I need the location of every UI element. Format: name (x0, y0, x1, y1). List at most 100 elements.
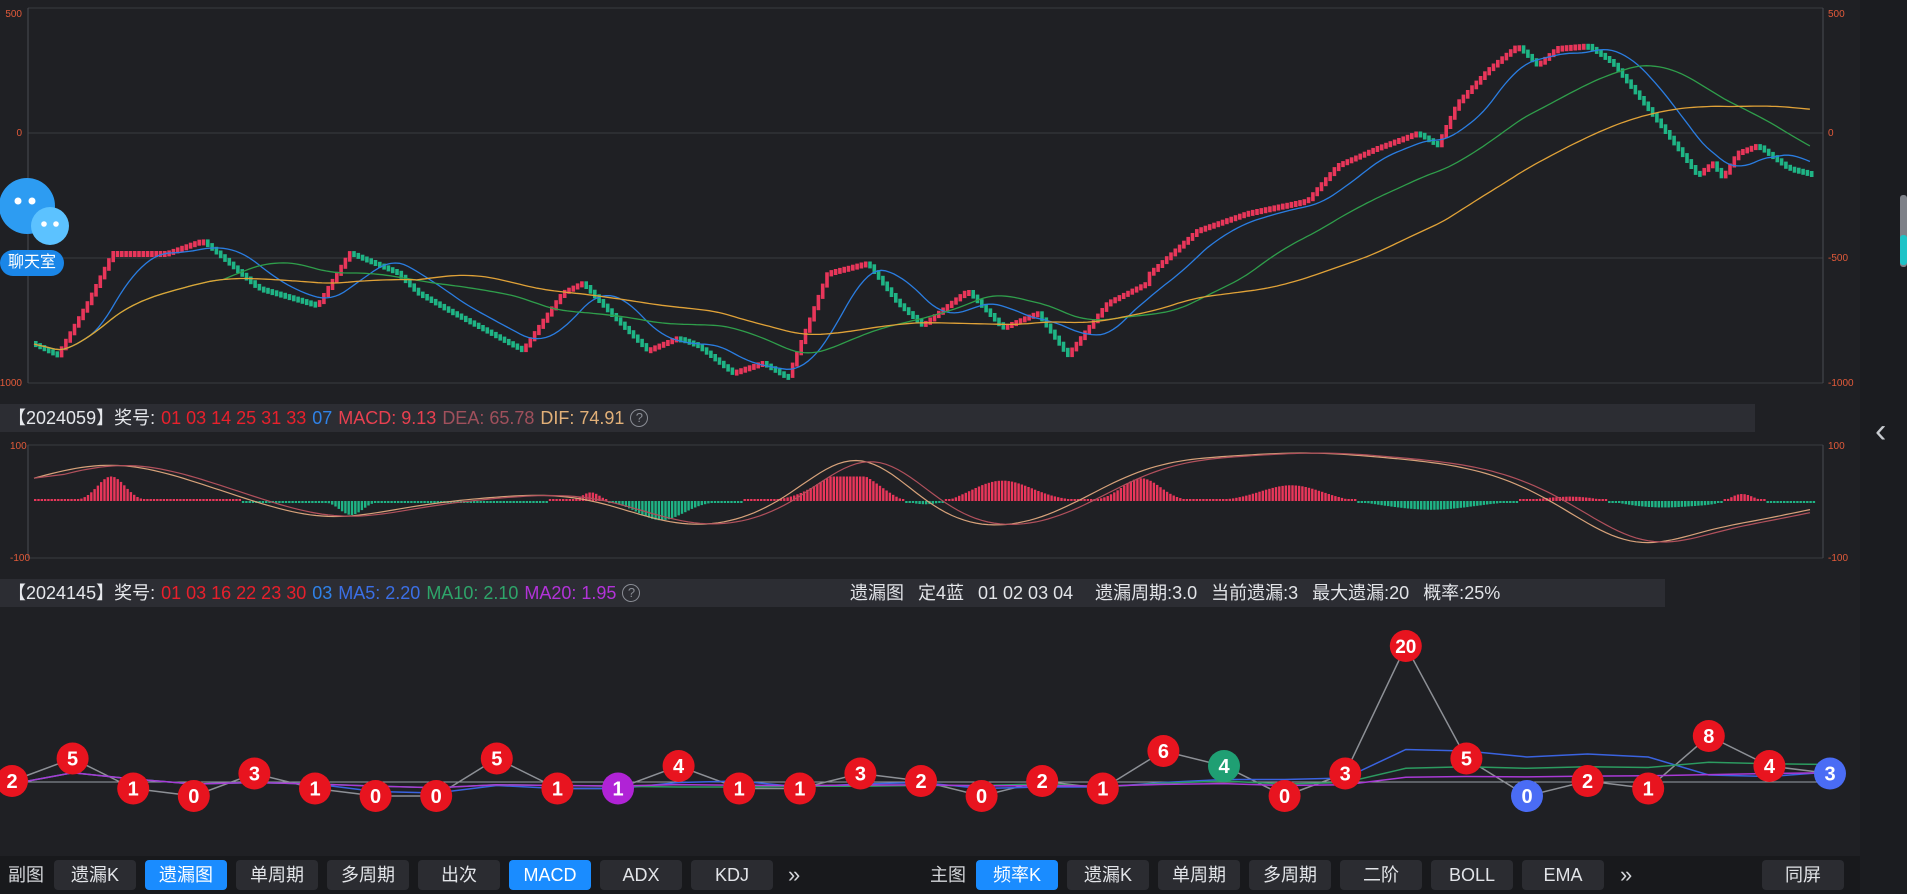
macd-hist-bar (1235, 497, 1238, 501)
k-bar (1311, 192, 1315, 202)
main-button-multi-period[interactable]: 多周期 (1249, 860, 1331, 890)
macd-hist-bar (499, 501, 502, 503)
k-bar (1702, 167, 1706, 176)
macd-hist-bar (67, 499, 70, 501)
k-bar (782, 371, 786, 378)
k-bar (1397, 138, 1401, 144)
main-more-icon[interactable]: » (1620, 862, 1633, 887)
k-bar (1453, 106, 1457, 120)
miss-node (662, 750, 695, 782)
miss-node-label: 0 (1521, 786, 1532, 808)
k-bar (171, 248, 176, 255)
main-button-boll[interactable]: BOLL (1431, 860, 1513, 890)
chat-room-label[interactable]: 聊天室 (0, 250, 64, 276)
k-bar (72, 323, 77, 336)
macd-hist-bar (1037, 491, 1040, 501)
macd-hist-bar (862, 476, 865, 501)
macd-hist-bar (756, 499, 760, 501)
k-bar (842, 266, 846, 273)
macd-hist-bar (684, 501, 687, 513)
macd-hist-bar (1624, 501, 1627, 505)
chevron-left-icon[interactable]: ‹ (1875, 412, 1887, 450)
main-button-second-order[interactable]: 二阶 (1340, 860, 1422, 890)
sub-button-adx[interactable]: ADX (600, 860, 682, 890)
main-button-single-period[interactable]: 单周期 (1158, 860, 1240, 890)
macd-hist-bar (1245, 495, 1248, 501)
k-bar (98, 275, 103, 288)
macd-hist-bar (1456, 501, 1459, 509)
macd-hist-bar (278, 501, 281, 503)
question-circle-icon[interactable]: ? (622, 583, 641, 602)
main-y-tick-left: -1000 (0, 378, 22, 389)
sub-button-macd[interactable]: MACD (509, 860, 591, 890)
macd-hist-bar (654, 501, 657, 520)
macd-hist-bar (855, 476, 859, 501)
main-button-miss-k[interactable]: 遗漏K (1067, 860, 1149, 890)
k-bar (283, 292, 287, 299)
k-bar (876, 270, 881, 280)
sub-button-miss-k[interactable]: 遗漏K (54, 860, 136, 890)
macd-hist-bar (1014, 482, 1017, 501)
macd-hist-bar (1096, 499, 1099, 501)
k-bar (1784, 161, 1788, 169)
macd-hist-bar (529, 501, 532, 503)
k-bar (257, 283, 262, 291)
main-button-ema[interactable]: EMA (1522, 860, 1604, 890)
sub-chart-label: 副图 (8, 865, 44, 885)
k-bar (971, 290, 975, 299)
macd-hist-bar (472, 501, 476, 503)
chat-bubbles-icon[interactable] (0, 176, 70, 252)
k-bar (1005, 323, 1010, 330)
sub-button-kdj[interactable]: KDJ (691, 860, 773, 890)
macd-hist-bar (703, 501, 707, 505)
miss-node (1268, 780, 1301, 812)
macd-hist-bar (1344, 498, 1347, 501)
macd-hist-bar (439, 501, 443, 503)
sub-button-multi-period[interactable]: 多周期 (327, 860, 409, 890)
sub-button-miss-chart[interactable]: 遗漏图 (145, 860, 227, 890)
macd-hist-bar (1532, 499, 1535, 501)
macd-hist-bar (1185, 499, 1189, 501)
sub-button-appear-count[interactable]: 出次 (418, 860, 500, 890)
macd-hist-bar (1492, 501, 1495, 504)
k-bar (1096, 313, 1100, 324)
k-bar (1324, 177, 1328, 187)
main-chart-label: 主图 (930, 865, 966, 885)
k-bar (1513, 45, 1517, 54)
miss-node-label: 20 (1395, 637, 1416, 658)
miss-node (1814, 757, 1846, 790)
macd-hist-bar (86, 495, 90, 501)
k-bar (1732, 156, 1737, 168)
macd-hist-bar (496, 501, 499, 503)
sub-more-icon[interactable]: » (788, 862, 801, 887)
macd-hist-bar (763, 499, 766, 501)
macd-hist-bar (1783, 501, 1786, 503)
macd-hist-bar (628, 501, 631, 509)
macd-hist-bar (1756, 498, 1759, 501)
k-bar (1354, 155, 1358, 162)
macd-hist-bar (284, 501, 288, 503)
chat-room-widget[interactable]: 聊天室 (0, 176, 70, 281)
ma5-line (33, 48, 1811, 370)
scrollbar-thumb[interactable] (1900, 195, 1907, 267)
macd-hist-bar (624, 501, 628, 507)
macd-hist-bar (1552, 497, 1555, 501)
miss-node (0, 765, 28, 797)
macd-hist-bar (1433, 501, 1436, 510)
same-screen-button[interactable]: 同屏 (1762, 860, 1844, 890)
k-bar (1345, 159, 1350, 166)
main-button-freq-k[interactable]: 频率K (976, 860, 1058, 890)
k-bar (1612, 59, 1616, 67)
macd-hist-bar (334, 501, 337, 507)
macd-hist-bar (1588, 497, 1591, 501)
k-bar (51, 349, 55, 356)
macd-chart[interactable]: 100 100 -100 -100 (10, 441, 1848, 564)
k-bar (1487, 67, 1491, 76)
macd-hist-bar (1189, 499, 1192, 501)
macd-hist-bar (505, 501, 509, 503)
miss-node-label: 1 (794, 779, 805, 801)
sub-button-single-period[interactable]: 单周期 (236, 860, 318, 890)
question-circle-icon[interactable]: ? (630, 408, 649, 427)
